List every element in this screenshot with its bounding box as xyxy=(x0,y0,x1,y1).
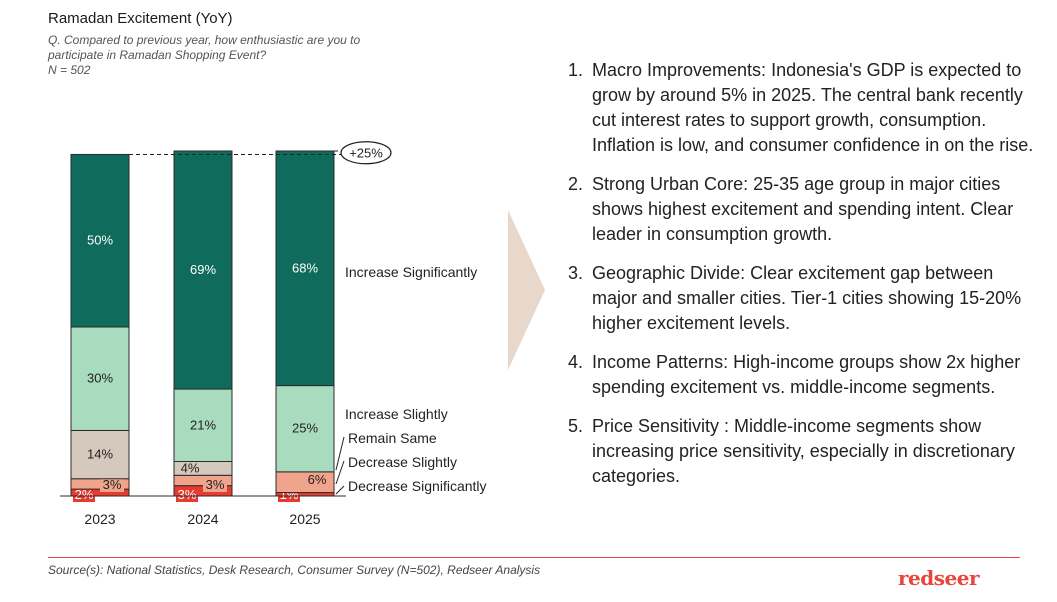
label-bg-2023 xyxy=(73,488,95,502)
footer-divider xyxy=(48,557,1020,558)
bar-segment-2023-3 xyxy=(70,326,130,431)
label-bg-slight-2025 xyxy=(305,473,329,488)
data-label-2023-2: 14% xyxy=(87,447,113,462)
legend-label-3: Decrease Slightly xyxy=(348,454,457,470)
data-label-2025-4: 68% xyxy=(292,260,318,275)
bar-segment-2025-3 xyxy=(275,385,335,473)
bar-segment-2023-4 xyxy=(70,153,130,328)
label-bg-slight-2023 xyxy=(100,478,124,492)
sample-size: N = 502 xyxy=(48,63,91,77)
redseer-logo: redseer xyxy=(898,566,980,590)
bar-segment-2024-4 xyxy=(173,150,233,390)
label-bg-slight-2024 xyxy=(203,478,227,492)
point-item: 5. Price Sensitivity : Middle-income segm… xyxy=(568,416,1015,486)
x-tick-2025: 2025 xyxy=(289,511,320,527)
data-label-2024-1: 3% xyxy=(206,477,225,492)
data-label-2025-1: 6% xyxy=(308,472,327,487)
point-heading: Strong Urban Core xyxy=(592,174,744,194)
arrow-divider xyxy=(508,210,545,370)
source-note: Source(s): National Statistics, Desk Res… xyxy=(48,563,541,577)
point-heading: Income Patterns xyxy=(592,352,724,372)
point-item: 4. Income Patterns: High-income groups sh… xyxy=(568,352,1021,397)
data-label-2023-0: 2% xyxy=(75,487,94,502)
key-points-list: 1. Macro Improvements: Indonesia's GDP is… xyxy=(568,58,1038,503)
data-label-2024-0: 3% xyxy=(178,487,197,502)
data-label-2023-4: 50% xyxy=(87,233,113,248)
legend-label-0: Increase Significantly xyxy=(345,264,477,280)
growth-badge xyxy=(340,141,392,165)
leader-decrease-significantly xyxy=(335,485,345,495)
label-bg-2024 xyxy=(176,488,198,502)
x-tick-2023: 2023 xyxy=(84,511,115,527)
leader-remain-same xyxy=(335,436,345,471)
survey-question: Q. Compared to previous year, how enthus… xyxy=(48,33,361,62)
chart-title: Ramadan Excitement (YoY) xyxy=(48,10,233,27)
bar-segment-2025-4 xyxy=(275,150,335,387)
x-tick-2024: 2024 xyxy=(187,511,218,527)
data-label-2024-4: 69% xyxy=(190,262,216,277)
data-label-2024-2: 4% xyxy=(181,460,200,475)
legend-label-1: Increase Slightly xyxy=(345,406,448,422)
point-heading: Macro Improvements: xyxy=(592,60,767,80)
point-item: 1. Macro Improvements: Indonesia's GDP is… xyxy=(568,60,1034,155)
point-item: 2. Strong Urban Core: 25-35 age group in … xyxy=(568,174,1014,244)
point-heading: Geographic Divide xyxy=(592,263,741,283)
data-label-2023-3: 30% xyxy=(87,371,113,386)
bar-segment-2023-2 xyxy=(70,429,130,480)
growth-annotation: +25% xyxy=(349,146,383,161)
data-label-2023-1: 3% xyxy=(103,477,122,492)
data-label-2024-3: 21% xyxy=(190,417,216,432)
point-item: 3. Geographic Divide: Clear excitement ga… xyxy=(568,263,1022,333)
legend-label-2: Remain Same xyxy=(348,430,437,446)
point-heading: Price Sensitivity xyxy=(592,416,720,436)
leader-decrease-slightly xyxy=(335,460,345,485)
bar-segment-2024-3 xyxy=(173,388,233,462)
legend-label-4: Decrease Significantly xyxy=(348,478,487,494)
data-label-2025-3: 25% xyxy=(292,421,318,436)
